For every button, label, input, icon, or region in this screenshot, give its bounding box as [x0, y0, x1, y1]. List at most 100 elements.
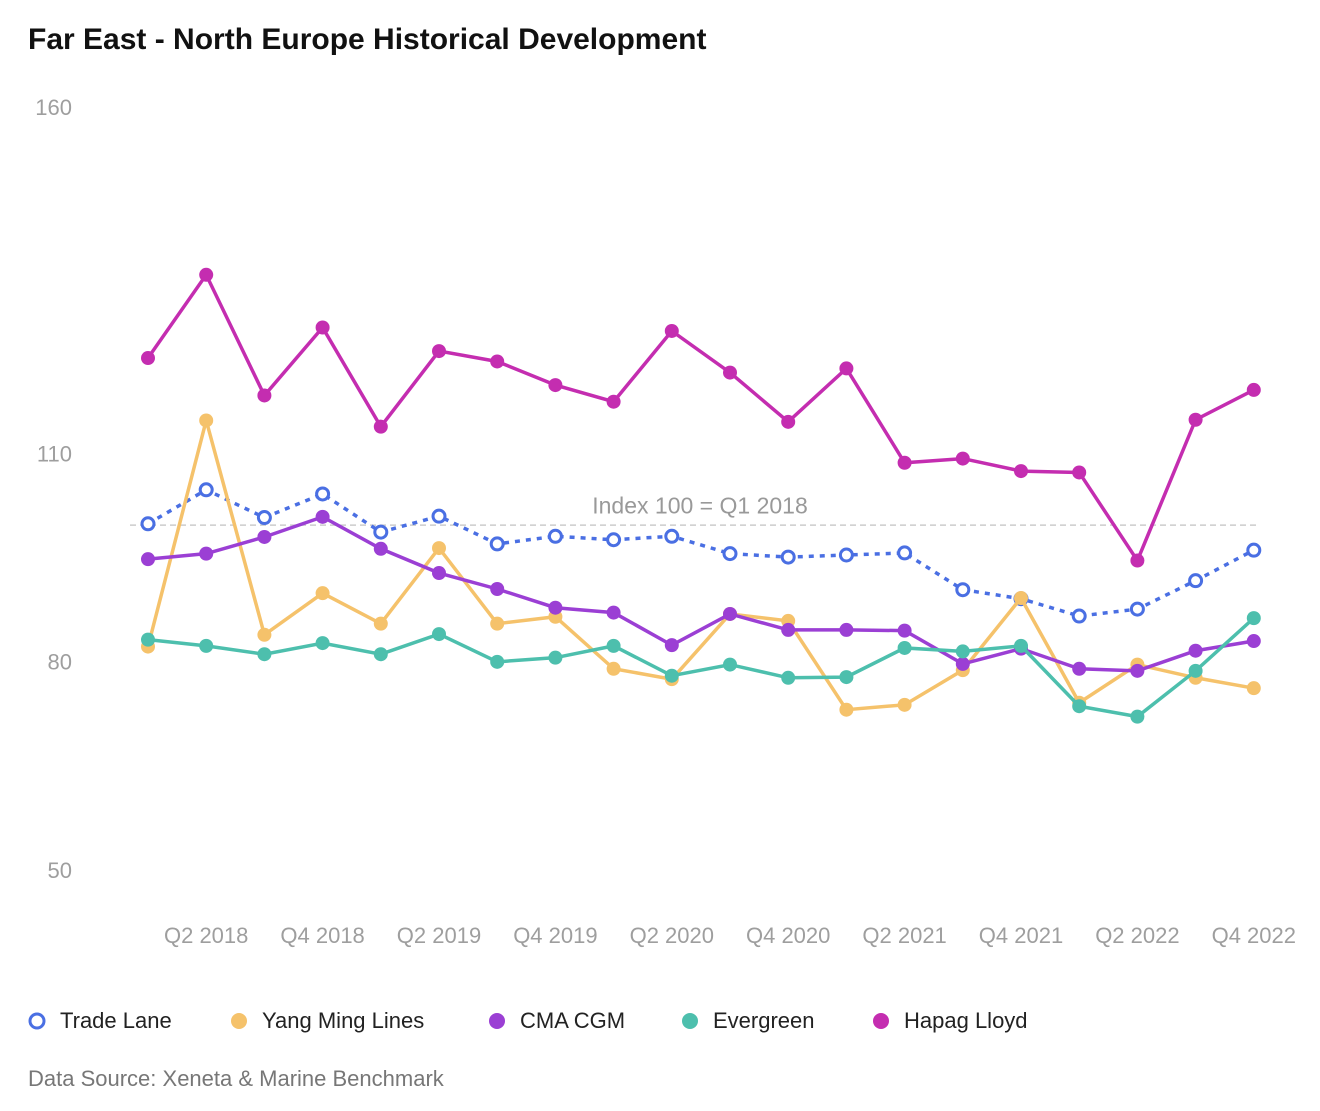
y-tick-label: 80: [48, 650, 72, 675]
point: [664, 668, 679, 683]
point: [664, 528, 680, 544]
point: [1246, 681, 1261, 696]
point: [315, 486, 331, 502]
series-line: [146, 271, 1255, 565]
point: [897, 623, 912, 638]
point: [432, 627, 446, 642]
point: [141, 351, 155, 366]
point: [1130, 663, 1145, 678]
point: [431, 508, 447, 524]
point: [723, 657, 737, 672]
x-tick-label: Q2 2019: [397, 923, 481, 948]
legend-marker: [682, 1013, 698, 1029]
point: [781, 414, 796, 429]
point: [897, 545, 913, 561]
point: [432, 566, 446, 581]
point: [955, 656, 970, 671]
point: [490, 616, 505, 631]
series-line: [147, 616, 1255, 719]
chart-title: Far East - North Europe Historical Devel…: [28, 23, 706, 56]
point: [897, 455, 912, 470]
series-line: [147, 487, 1255, 618]
point: [1130, 709, 1145, 724]
point: [141, 632, 155, 647]
point: [315, 509, 330, 524]
point: [955, 582, 971, 598]
point: [781, 670, 796, 685]
point: [198, 482, 214, 498]
point: [1072, 465, 1087, 480]
point: [199, 546, 214, 561]
point: [780, 549, 796, 565]
point: [373, 616, 388, 631]
point: [548, 650, 563, 665]
legend-label: Trade Lane: [60, 1008, 172, 1033]
point: [1246, 634, 1261, 649]
point: [548, 600, 563, 615]
point: [1188, 663, 1203, 678]
point: [1071, 608, 1087, 624]
point: [548, 378, 563, 393]
legend-marker: [873, 1013, 889, 1029]
point: [199, 638, 214, 653]
point: [1246, 542, 1262, 558]
point: [315, 586, 330, 601]
x-tick-label: Q2 2022: [1095, 923, 1179, 948]
point: [140, 516, 156, 532]
point: [606, 661, 621, 676]
point: [1246, 382, 1261, 397]
point: [257, 388, 272, 403]
legend-label: Yang Ming Lines: [262, 1008, 424, 1033]
point: [664, 323, 679, 338]
point: [373, 647, 388, 662]
point: [839, 670, 854, 685]
point: [489, 536, 505, 552]
legend-marker: [231, 1013, 247, 1029]
point: [606, 532, 622, 548]
point: [722, 546, 738, 562]
point: [723, 365, 737, 380]
point: [606, 605, 621, 620]
reference-label: Index 100 = Q1 2018: [592, 492, 807, 518]
point: [664, 638, 679, 653]
point: [1188, 412, 1203, 427]
x-tick-label: Q4 2020: [746, 923, 830, 948]
point: [955, 451, 970, 466]
point: [606, 394, 621, 409]
point: [373, 541, 388, 556]
point: [838, 547, 854, 563]
point: [781, 622, 796, 637]
x-tick-label: Q4 2018: [280, 923, 364, 948]
series-line: [147, 514, 1255, 673]
point: [490, 354, 505, 369]
point: [547, 528, 563, 544]
point: [256, 510, 272, 526]
legend-label: Hapag Lloyd: [904, 1008, 1028, 1033]
x-tick-label: Q4 2021: [979, 923, 1063, 948]
point: [1072, 661, 1087, 676]
point: [432, 541, 446, 556]
source: Data Source: Xeneta & Marine Benchmark: [28, 1066, 445, 1091]
point: [373, 524, 389, 540]
y-tick-label: 160: [35, 95, 72, 120]
point: [1246, 611, 1261, 626]
point: [897, 697, 912, 712]
legend-marker: [28, 1012, 46, 1030]
legend-label: Evergreen: [713, 1008, 815, 1033]
point: [199, 267, 214, 282]
point: [432, 344, 446, 359]
series-line: [146, 413, 1255, 712]
x-tick-label: Q4 2022: [1212, 923, 1296, 948]
x-tick-label: Q4 2019: [513, 923, 597, 948]
point: [1072, 699, 1087, 714]
point: [257, 647, 272, 662]
point: [373, 419, 388, 434]
x-tick-label: Q2 2021: [862, 923, 946, 948]
point: [1188, 573, 1204, 589]
y-tick-label: 50: [48, 858, 72, 883]
point: [315, 636, 330, 651]
point: [257, 529, 272, 544]
point: [606, 638, 621, 653]
point: [839, 361, 854, 376]
